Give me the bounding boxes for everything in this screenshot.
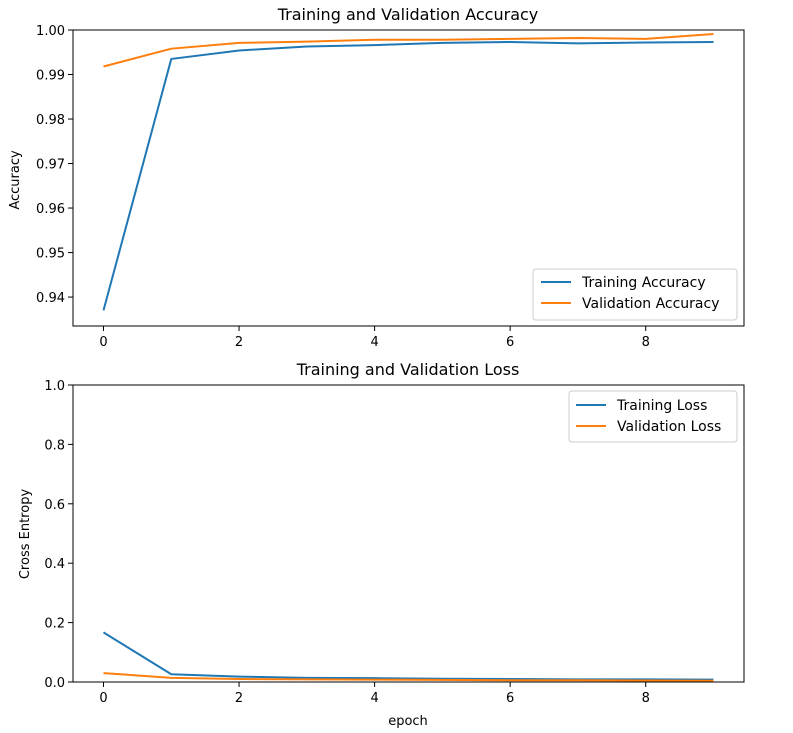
accuracy-y-tick-label: 0.95 [36, 247, 65, 262]
loss-x-label: epoch [388, 714, 428, 729]
loss-x-ticks: 0 2 4 6 8 [99, 682, 650, 706]
accuracy-y-tick-label: 0.94 [36, 291, 65, 306]
accuracy-y-tick-label: 0.98 [36, 113, 65, 128]
loss-y-tick-label: 0.6 [44, 498, 65, 513]
loss-legend: Training Loss Validation Loss [569, 391, 737, 442]
loss-legend-label-validation: Validation Loss [617, 419, 721, 435]
accuracy-y-tick-label: 0.96 [36, 202, 65, 217]
accuracy-y-tick-label: 0.99 [36, 69, 65, 84]
accuracy-title: Training and Validation Accuracy [277, 5, 539, 24]
accuracy-legend-label-validation: Validation Accuracy [582, 296, 720, 312]
loss-y-tick-label: 0.4 [44, 557, 65, 572]
loss-subplot: Training and Validation Loss Cross Entro… [18, 360, 744, 729]
accuracy-y-tick-label: 1.00 [36, 24, 65, 39]
accuracy-y-tick-label: 0.97 [36, 158, 65, 173]
accuracy-x-ticks: 0 2 4 6 8 [99, 326, 650, 350]
loss-x-tick-label: 2 [235, 691, 243, 706]
accuracy-x-tick-label: 4 [370, 335, 378, 350]
accuracy-x-tick-label: 6 [506, 335, 514, 350]
accuracy-x-tick-label: 0 [99, 335, 107, 350]
loss-series-group [104, 632, 714, 680]
accuracy-series-line-validation [104, 34, 714, 66]
loss-y-tick-label: 1.0 [44, 379, 65, 394]
accuracy-x-tick-label: 8 [642, 335, 650, 350]
loss-y-tick-label: 0.0 [44, 676, 65, 691]
loss-title: Training and Validation Loss [296, 360, 520, 379]
accuracy-x-tick-label: 2 [235, 335, 243, 350]
accuracy-legend-label-training: Training Accuracy [581, 275, 706, 291]
loss-y-label: Cross Entropy [18, 489, 33, 580]
loss-y-tick-label: 0.2 [44, 617, 65, 632]
figure: Training and Validation Accuracy Accurac… [0, 0, 793, 733]
accuracy-legend: Training Accuracy Validation Accuracy [533, 269, 737, 320]
loss-series-line-training [104, 632, 714, 679]
loss-y-ticks: 0.0 0.2 0.4 0.6 0.8 1.0 [44, 379, 73, 691]
loss-x-tick-label: 0 [99, 691, 107, 706]
loss-y-tick-label: 0.8 [44, 438, 65, 453]
loss-x-tick-label: 6 [506, 691, 514, 706]
accuracy-y-ticks: 0.94 0.95 0.96 0.97 0.98 0.99 1.00 [36, 24, 73, 306]
loss-legend-label-training: Training Loss [616, 398, 707, 414]
loss-x-tick-label: 4 [370, 691, 378, 706]
accuracy-y-label: Accuracy [8, 150, 23, 210]
loss-x-tick-label: 8 [642, 691, 650, 706]
accuracy-subplot: Training and Validation Accuracy Accurac… [8, 5, 744, 350]
